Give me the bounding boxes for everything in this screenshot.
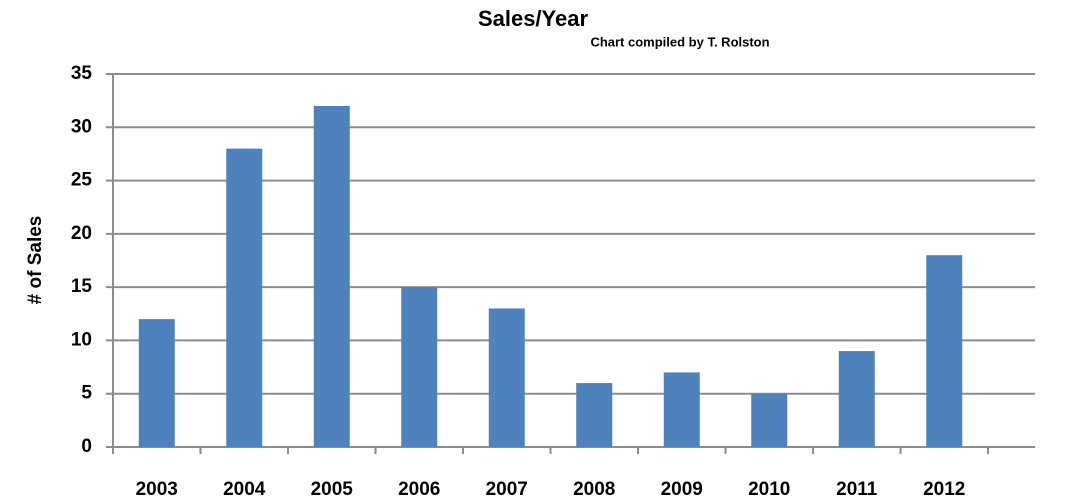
y-tick-label: 10 [71, 329, 92, 350]
y-tick-label: 0 [81, 436, 92, 457]
bar [926, 255, 963, 447]
y-tick-label: 25 [71, 170, 93, 191]
y-axis-label: # of Sales [25, 216, 46, 305]
bar [138, 319, 175, 447]
bar [751, 393, 788, 447]
bar [401, 287, 438, 447]
bar [838, 351, 875, 447]
x-tick-label: 2003 [136, 479, 178, 500]
y-tick-label: 35 [71, 63, 93, 84]
bar [488, 308, 525, 447]
chart-title: Sales/Year [478, 6, 589, 31]
y-tick-label: 20 [71, 223, 92, 244]
x-tick-label: 2007 [486, 479, 528, 500]
x-tick-label: 2009 [661, 479, 703, 500]
y-tick-label: 5 [81, 383, 92, 404]
x-tick-label: 2006 [398, 479, 440, 500]
y-tick-label: 15 [71, 276, 93, 297]
bar [663, 372, 700, 447]
x-tick-label: 2011 [836, 479, 878, 500]
chart-subtitle: Chart compiled by T. Rolston [590, 34, 769, 49]
bar [226, 148, 263, 447]
y-tick-label: 30 [71, 116, 92, 137]
x-tick-label: 2004 [223, 479, 266, 500]
x-tick-label: 2008 [573, 479, 615, 500]
bar [313, 105, 350, 447]
bar [576, 383, 613, 447]
x-tick-label: 2012 [923, 479, 965, 500]
x-tick-label: 2010 [748, 479, 790, 500]
x-tick-label: 2005 [311, 479, 354, 500]
